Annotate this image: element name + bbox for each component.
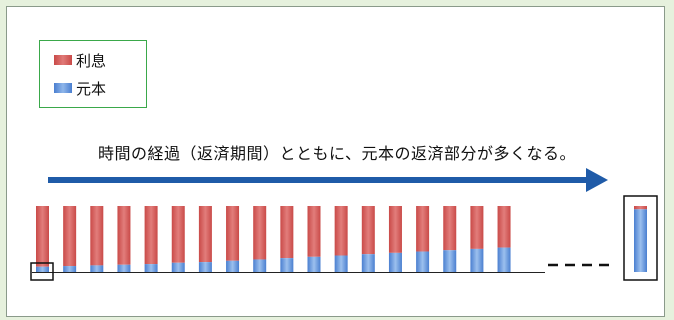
principal-swatch: [54, 83, 72, 93]
bar-interest: [253, 206, 267, 260]
bar-principal: [307, 256, 321, 272]
bar-principal: [36, 266, 49, 272]
bar-interest: [361, 206, 375, 255]
highlight-first-bar: [30, 262, 54, 281]
bar-interest: [470, 206, 484, 249]
bar-interest: [171, 206, 185, 263]
legend-item-interest: 利息: [54, 50, 106, 70]
legend-item-principal: 元本: [54, 78, 106, 98]
bar-interest: [280, 206, 294, 259]
bar-principal: [198, 262, 212, 272]
legend: 利息 元本: [39, 40, 147, 108]
bar-interest: [63, 206, 77, 267]
chart-caption: 時間の経過（返済期間）とともに、元本の返済部分が多くなる。: [97, 144, 577, 163]
bar-interest: [90, 206, 104, 266]
bar-principal: [280, 258, 294, 272]
bar-interest: [144, 206, 158, 265]
bar-interest: [36, 206, 49, 267]
bar-principal: [361, 254, 375, 272]
bar-principal: [443, 250, 457, 272]
bar-interest: [307, 206, 321, 257]
legend-interest-label: 利息: [76, 51, 107, 70]
bar-principal: [226, 260, 240, 272]
bar-principal: [63, 266, 77, 272]
bar-interest: [117, 206, 131, 265]
bar-principal: [171, 262, 185, 272]
bar-principal: [334, 255, 348, 272]
bar-principal: [253, 259, 267, 272]
bar-interest: [443, 206, 457, 251]
bar-interest: [226, 206, 240, 261]
bar-interest: [497, 206, 511, 248]
bar-interest: [634, 206, 647, 210]
bar-principal: [634, 209, 647, 272]
timeline-arrow-head: [586, 168, 608, 192]
bar-principal: [117, 264, 131, 272]
legend-principal-label: 元本: [76, 79, 107, 98]
bar-interest: [334, 206, 348, 256]
bar-interest: [416, 206, 430, 252]
bar-principal: [90, 265, 104, 272]
bar-principal: [416, 251, 430, 272]
bar-principal: [470, 248, 484, 272]
bar-interest: [388, 206, 402, 253]
interest-swatch: [54, 55, 72, 65]
bar-principal: [388, 252, 402, 272]
bar-principal: [497, 247, 511, 272]
bar-principal: [144, 264, 158, 272]
bar-interest: [198, 206, 212, 263]
highlight-final-bar: [623, 195, 658, 281]
